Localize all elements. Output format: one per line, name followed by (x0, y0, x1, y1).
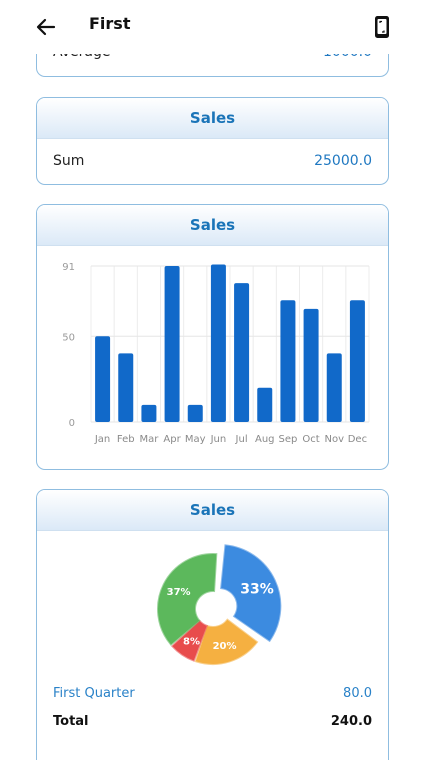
x-tick-label: Apr (163, 434, 181, 445)
pie-slice-label: 37% (167, 587, 191, 598)
x-tick-label: Mar (139, 434, 159, 445)
x-tick-label: Jan (94, 434, 110, 445)
bar-chart: 0 50 91 Jan Feb Mar Apr May Jun Jul Aug Sep Oct Nov De… (62, 262, 370, 445)
sum-row: Sum 25000.0 (37, 139, 388, 183)
bar[interactable] (303, 308, 319, 422)
y-tick-label: 0 (69, 418, 75, 429)
bar[interactable] (280, 300, 296, 422)
x-tick-label: Dec (348, 434, 367, 445)
bar[interactable] (141, 404, 157, 422)
pie-chart: 33% 20% 8% 37% (157, 544, 282, 665)
bar[interactable] (118, 353, 134, 422)
pie-slice[interactable] (220, 544, 282, 643)
bar[interactable] (210, 264, 226, 422)
pie-slice[interactable] (171, 619, 209, 662)
page-title: First (89, 14, 131, 33)
first-quarter-label: First Quarter (53, 686, 135, 701)
total-value: 240.0 (330, 714, 372, 729)
sum-label: Sum (53, 153, 85, 169)
x-tick-label: Jun (210, 434, 227, 445)
bar[interactable] (234, 283, 250, 422)
bar[interactable] (257, 387, 273, 422)
total-label: Total (53, 714, 89, 729)
pie-slice-label: 8% (183, 636, 200, 647)
sales-sum-header: Sales (37, 98, 388, 139)
pie-slice[interactable] (157, 553, 218, 646)
bar[interactable] (349, 300, 365, 422)
sales-bar-header: Sales (37, 205, 388, 246)
bar[interactable] (326, 353, 342, 422)
bar[interactable] (95, 336, 111, 422)
pie-slice-label: 33% (240, 581, 274, 597)
app-bar: First (0, 0, 422, 54)
sales-bar-chart-card: Sales 0 50 91 Jan Feb Mar Apr May Jun Jul Aug Sep Oc… (36, 204, 389, 470)
y-tick-label: 50 (62, 332, 75, 343)
first-quarter-value: 80.0 (343, 686, 372, 701)
bar[interactable] (187, 404, 203, 422)
sales-pie-chart-card: Sales 33% 20% 8% 37% First Quarter 80.0 Tot… (36, 489, 389, 760)
back-arrow-icon[interactable] (36, 17, 56, 37)
pie-slice[interactable] (194, 618, 259, 665)
pie-slice-label: 20% (213, 641, 237, 652)
first-quarter-row: First Quarter 80.0 (53, 686, 372, 701)
sales-sum-card: Sales Sum 25000.0 (36, 97, 389, 185)
y-tick-label: 91 (62, 262, 75, 273)
x-tick-label: Nov (324, 434, 344, 445)
x-tick-label: Aug (255, 434, 275, 445)
x-tick-label: Sep (278, 434, 297, 445)
bar[interactable] (164, 266, 180, 422)
sum-value: 25000.0 (314, 153, 372, 169)
sales-pie-header: Sales (37, 490, 388, 531)
total-row: Total 240.0 (53, 714, 372, 729)
phone-rotate-icon[interactable] (374, 15, 390, 39)
x-tick-label: Jul (235, 434, 248, 445)
x-tick-label: Feb (117, 434, 135, 445)
x-tick-label: May (185, 434, 206, 445)
x-tick-label: Oct (302, 434, 319, 445)
